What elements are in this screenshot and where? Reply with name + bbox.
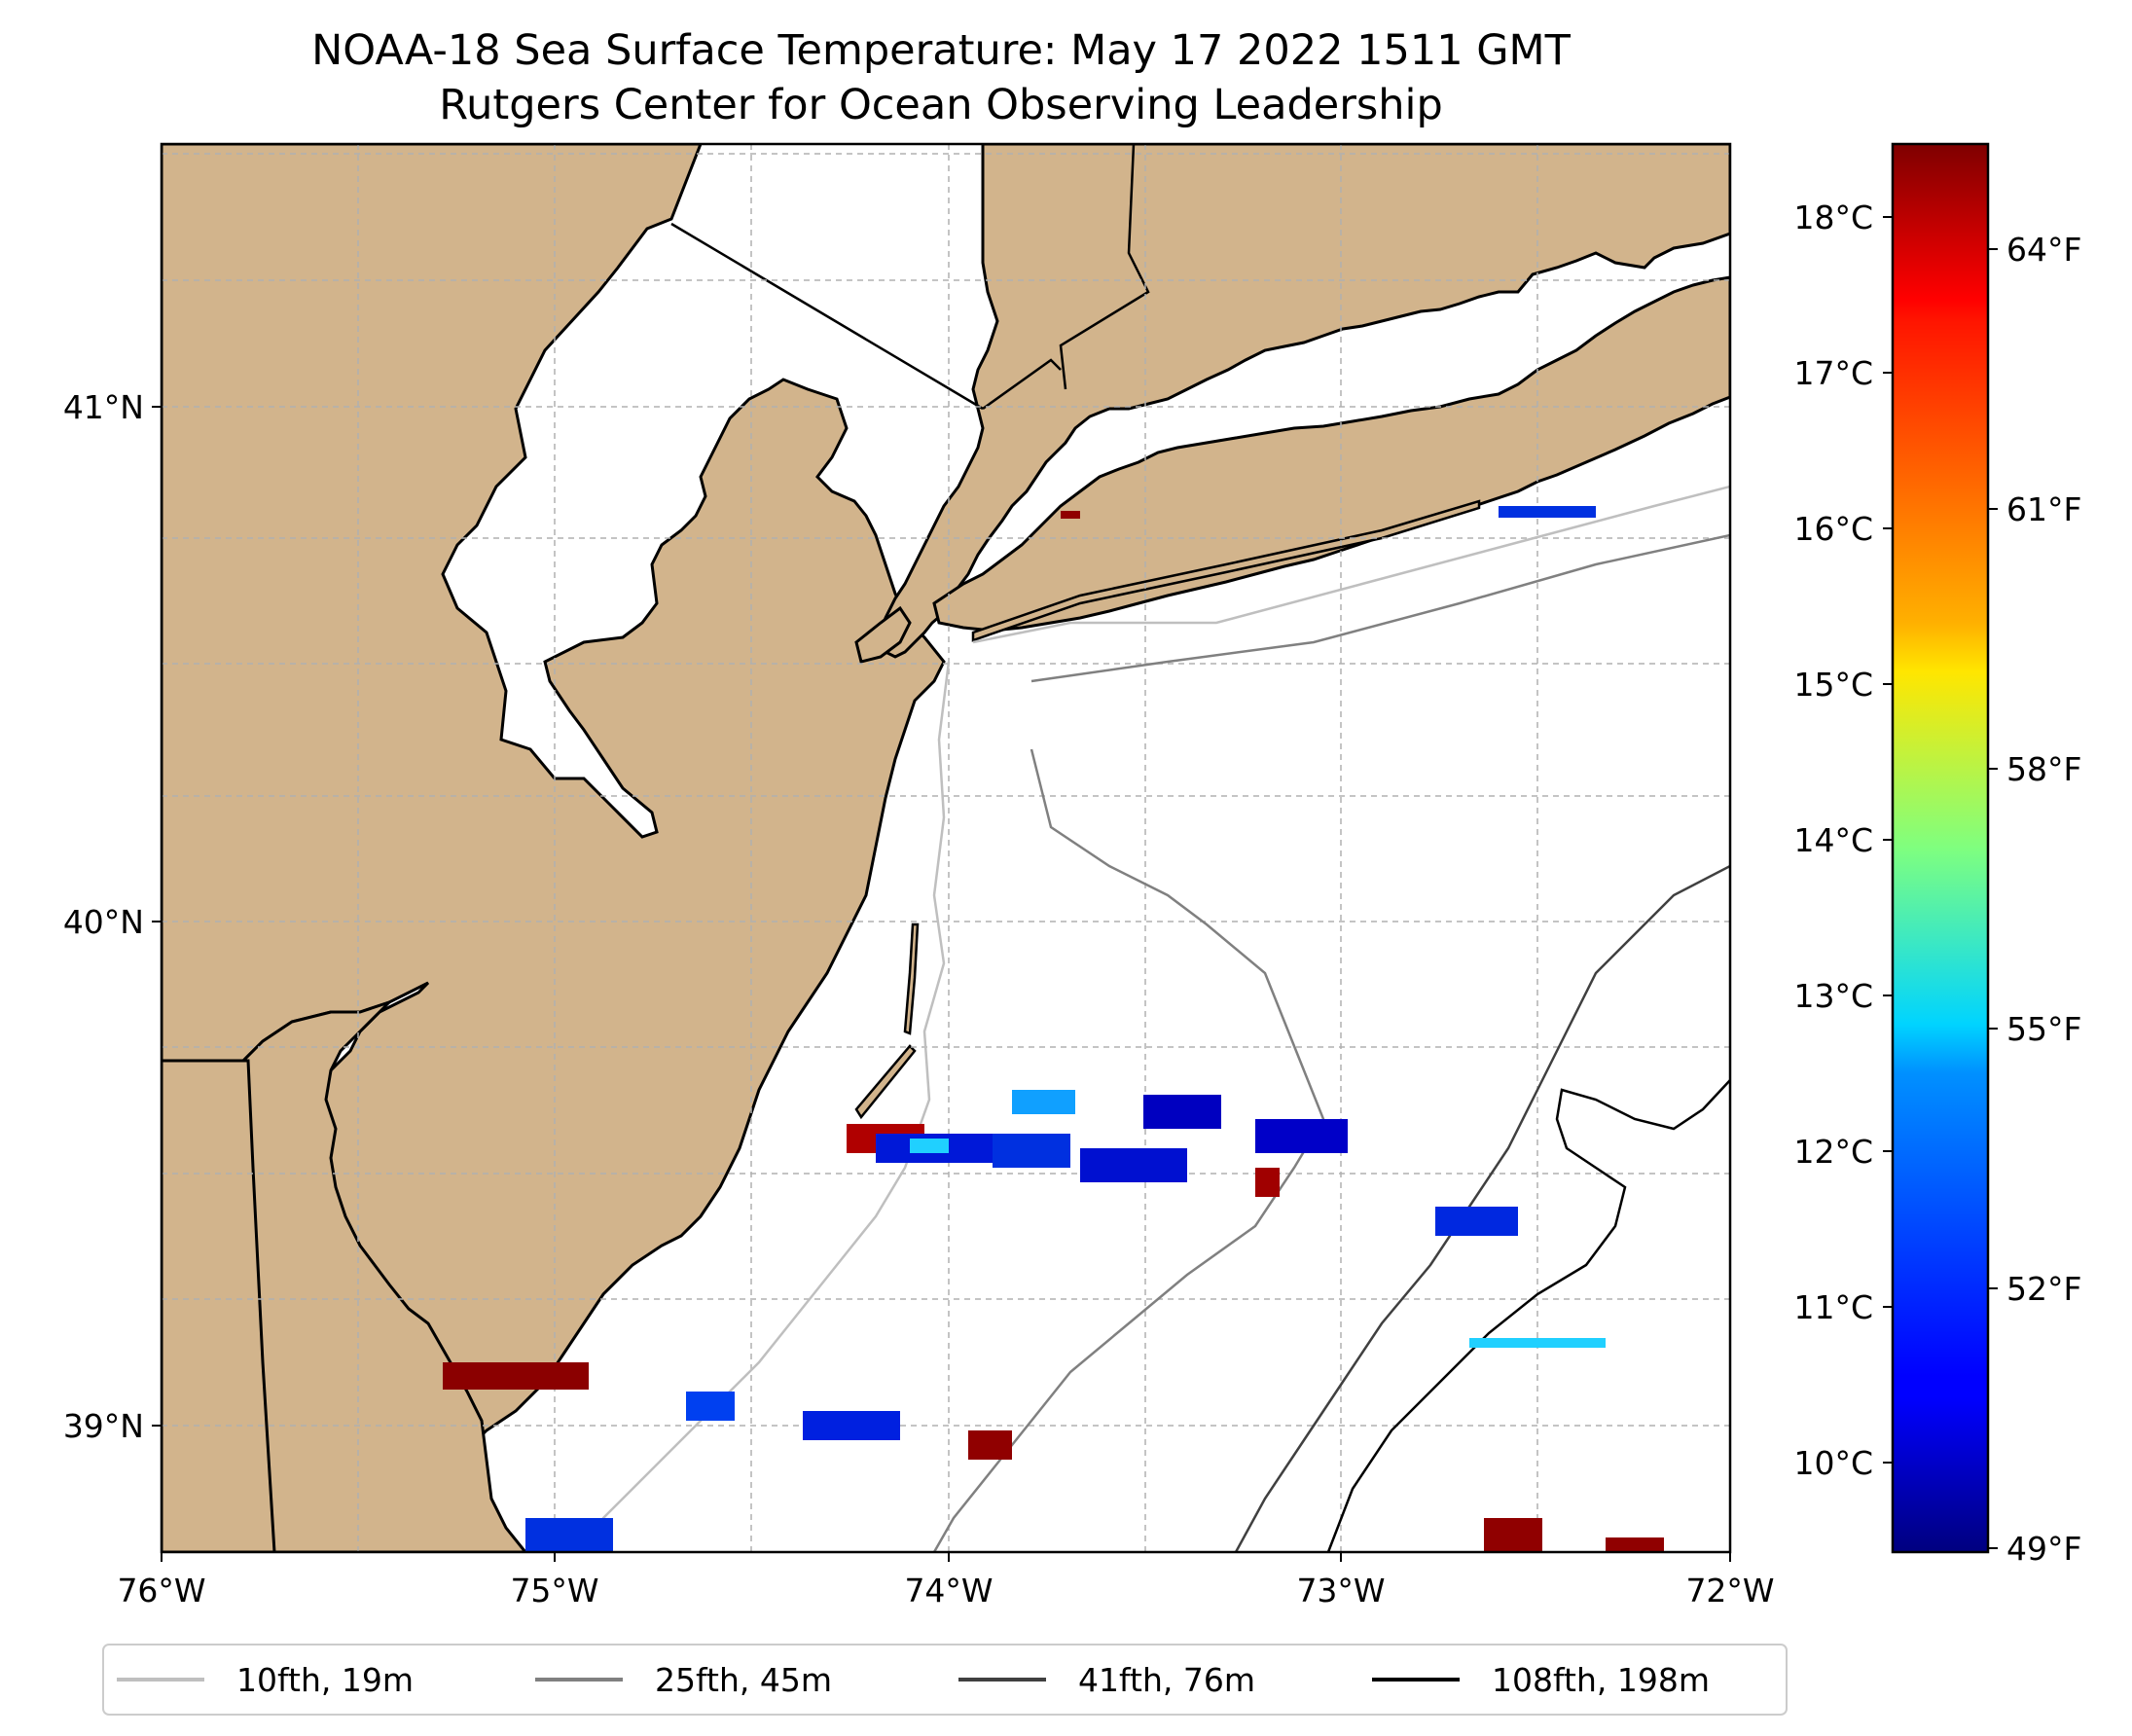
colorbar-celsius-axis: 10°C 11°C 12°C 13°C 14°C 15°C 16°C 17°C … [1793,199,1893,1482]
fahrenheit-tick-label: 49°F [2006,1530,2081,1568]
fahrenheit-tick-label: 61°F [2006,490,2081,528]
land-long-island [932,275,1730,633]
x-tick-label: 73°W [1296,1572,1385,1609]
chart-subtitle: Rutgers Center for Ocean Observing Leade… [439,81,1443,129]
sst-patch [1143,1095,1221,1129]
isobath-19m [582,485,1730,1552]
sst-patch [525,1518,613,1552]
sst-patch [443,1362,589,1390]
x-tick-label: 76°W [117,1572,205,1609]
colorbar-gradient [1891,142,1990,1554]
state-boundary-de-md [162,1059,276,1552]
colorbar-fahrenheit-axis: 49°F 52°F 55°F 58°F 61°F 64°F [1988,231,2081,1568]
gridlines [162,144,1730,1552]
x-tick-label: 72°W [1685,1572,1774,1609]
celsius-tick-label: 14°C [1793,821,1873,859]
isobath-198m [1326,1079,1730,1552]
fahrenheit-tick-label: 52°F [2006,1270,2081,1308]
sst-patch [1255,1168,1280,1197]
celsius-tick-label: 16°C [1793,510,1873,548]
legend-box [102,1644,1788,1716]
sst-data-patches [443,506,1664,1552]
sst-patch [1606,1537,1664,1552]
sst-patch [1499,506,1596,518]
fahrenheit-tick-label: 55°F [2006,1010,2081,1048]
celsius-tick-label: 15°C [1793,666,1873,704]
celsius-tick-label: 10°C [1793,1444,1873,1482]
fahrenheit-tick-label: 58°F [2006,750,2081,788]
celsius-tick-label: 17°C [1793,354,1873,392]
land-staten-island [854,605,912,664]
y-tick-label: 40°N [63,903,144,941]
x-tick-label: 75°W [510,1572,598,1609]
sst-patch [1484,1518,1542,1552]
celsius-tick-label: 18°C [1793,199,1873,236]
chart-title: NOAA-18 Sea Surface Temperature: May 17 … [311,26,1572,75]
sst-patch [1469,1338,1606,1348]
sst-patch [803,1411,900,1440]
sst-patch [1255,1119,1348,1153]
legend: 10fth, 19m 25fth, 45m 41fth, 76m 108fth,… [102,1644,1788,1716]
barrier-island-nj [903,922,920,1035]
y-tick-label: 41°N [63,388,144,426]
state-boundary-nj-ny [670,144,1150,411]
land-new-york-connecticut [879,144,1730,659]
sst-patch [1080,1148,1187,1182]
sst-patch [910,1139,949,1153]
y-tick-label: 39°N [63,1407,144,1445]
map-frame [160,142,1732,1554]
sst-patch [1012,1090,1075,1114]
colorbar: 10°C 11°C 12°C 13°C 14°C 15°C 16°C 17°C … [1793,142,2081,1568]
celsius-tick-label: 12°C [1793,1133,1873,1171]
sst-patch [968,1430,1012,1460]
sst-patch [1061,511,1080,519]
sst-patch [686,1392,735,1421]
x-axis: 76°W 75°W 74°W 73°W 72°W [117,1552,1775,1609]
barrier-island-nj-south [854,1044,917,1120]
legend-label: 108fth, 198m [1492,1661,1710,1699]
y-axis: 39°N 40°N 41°N [63,388,162,1445]
legend-label: 10fth, 19m [236,1661,414,1699]
sst-patch [993,1134,1070,1168]
celsius-tick-label: 11°C [1793,1288,1873,1326]
barrier-island-ny [971,499,1481,642]
x-tick-label: 74°W [904,1572,993,1609]
sst-patch [1435,1207,1518,1236]
legend-label: 25fth, 45m [655,1661,832,1699]
celsius-tick-label: 13°C [1793,977,1873,1015]
map-area [162,144,1730,1552]
isobath-76m [1234,864,1730,1552]
legend-label: 41fth, 76m [1078,1661,1255,1699]
fahrenheit-tick-label: 64°F [2006,231,2081,269]
